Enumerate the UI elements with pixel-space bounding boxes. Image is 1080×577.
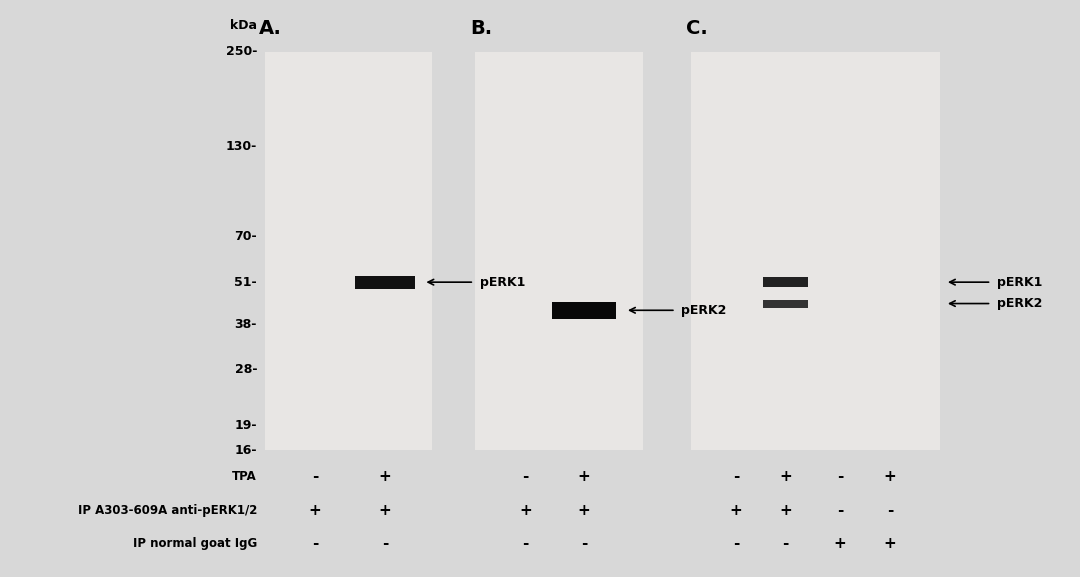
Text: IP normal goat IgG: IP normal goat IgG	[133, 537, 257, 550]
Text: B.: B.	[470, 18, 491, 38]
Text: -: -	[887, 503, 893, 518]
Text: 250-: 250-	[226, 46, 257, 58]
Text: +: +	[519, 503, 531, 518]
Text: C.: C.	[686, 18, 707, 38]
Text: pERK1: pERK1	[480, 276, 525, 288]
Text: 28-: 28-	[234, 362, 257, 376]
Text: -: -	[382, 536, 389, 551]
Text: +: +	[729, 503, 742, 518]
Bar	[265, 52, 432, 450]
Text: +: +	[883, 469, 896, 484]
Text: +: +	[779, 469, 792, 484]
Bar	[355, 276, 415, 288]
Bar	[762, 277, 808, 287]
Text: +: +	[883, 536, 896, 551]
Text: -: -	[312, 469, 318, 484]
Text: +: +	[834, 536, 847, 551]
Text: TPA: TPA	[232, 470, 257, 482]
Text: -: -	[523, 536, 528, 551]
Text: IP A303-609A anti-pERK1/2: IP A303-609A anti-pERK1/2	[78, 504, 257, 517]
Text: -: -	[312, 536, 318, 551]
Text: 19-: 19-	[234, 419, 257, 432]
Bar	[475, 52, 643, 450]
Text: 38-: 38-	[234, 319, 257, 331]
Text: kDa: kDa	[230, 18, 257, 32]
Text: -: -	[581, 536, 588, 551]
Text: -: -	[782, 536, 788, 551]
Text: +: +	[379, 503, 392, 518]
Bar	[691, 52, 940, 450]
Text: A.: A.	[259, 18, 282, 38]
Text: pERK2: pERK2	[681, 304, 727, 317]
Text: 51-: 51-	[234, 276, 257, 288]
Text: +: +	[779, 503, 792, 518]
Text: 70-: 70-	[234, 230, 257, 243]
Text: +: +	[379, 469, 392, 484]
Text: 16-: 16-	[234, 444, 257, 456]
Text: -: -	[837, 469, 843, 484]
Bar	[762, 299, 808, 308]
Text: -: -	[837, 503, 843, 518]
Bar	[552, 302, 617, 319]
Text: pERK2: pERK2	[997, 297, 1042, 310]
Text: +: +	[309, 503, 321, 518]
Text: -: -	[732, 536, 739, 551]
Text: -: -	[732, 469, 739, 484]
Text: -: -	[523, 469, 528, 484]
Text: +: +	[578, 503, 591, 518]
Text: +: +	[578, 469, 591, 484]
Text: pERK1: pERK1	[997, 276, 1042, 288]
Text: 130-: 130-	[226, 140, 257, 153]
